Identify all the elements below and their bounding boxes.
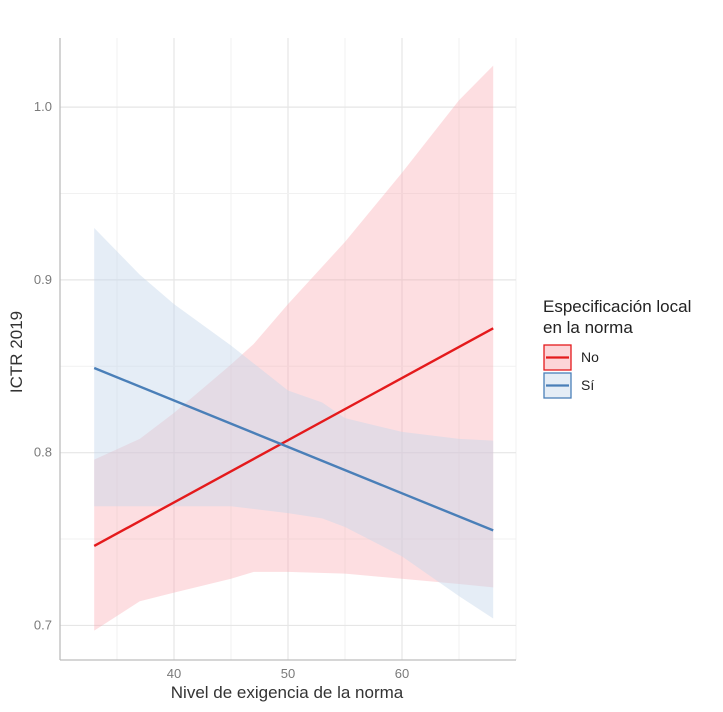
x-axis-title: Nivel de exigencia de la norma xyxy=(171,683,404,702)
y-axis-title: ICTR 2019 xyxy=(7,311,26,393)
axes xyxy=(59,38,516,661)
confidence-band-si xyxy=(94,228,494,619)
y-tick-label: 0.9 xyxy=(34,272,52,287)
x-tick-label: 60 xyxy=(395,666,409,681)
trend-line-no xyxy=(93,327,494,548)
x-tick-label: 40 xyxy=(167,666,181,681)
legend-item-si: Sí xyxy=(543,372,594,399)
legend: Especificación local en la norma No Sí xyxy=(543,297,696,399)
tick-labels: 40 50 60 0.7 0.8 0.9 1.0 xyxy=(34,99,409,681)
confidence-bands xyxy=(94,65,494,631)
y-tick-label: 0.8 xyxy=(34,445,52,460)
grid xyxy=(59,38,517,660)
legend-title: Especificación local en la norma xyxy=(543,297,696,337)
trend-lines xyxy=(93,327,494,548)
y-tick-label: 0.7 xyxy=(34,617,52,632)
x-tick-label: 50 xyxy=(281,666,295,681)
legend-label: Sí xyxy=(581,377,594,393)
y-tick-label: 1.0 xyxy=(34,99,52,114)
trend-line-si xyxy=(93,366,494,532)
legend-label: No xyxy=(581,349,599,365)
legend-item-no: No xyxy=(543,344,599,371)
